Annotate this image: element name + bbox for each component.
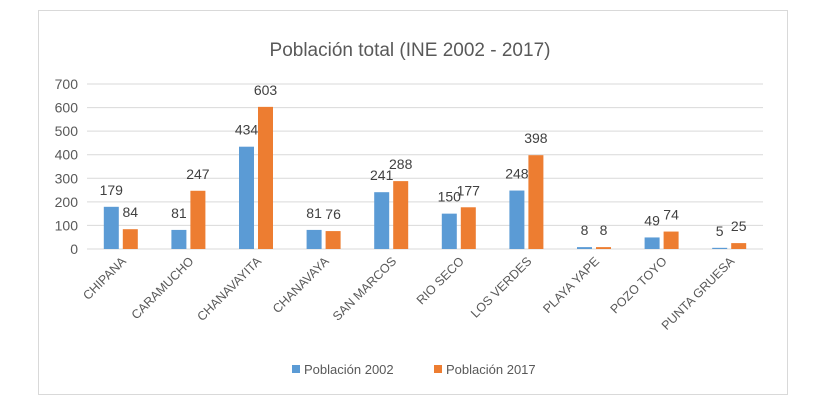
data-label: 179: [100, 182, 124, 198]
bar: [171, 229, 187, 249]
data-label: 241: [370, 167, 394, 183]
y-tick-label: 100: [55, 217, 79, 233]
bar: [374, 192, 390, 249]
legend-label: Población 2017: [446, 362, 536, 377]
bar: [509, 190, 525, 249]
bar: [644, 237, 660, 249]
y-tick-label: 300: [55, 170, 79, 186]
data-label: 8: [600, 222, 608, 238]
data-label: 150: [438, 189, 462, 205]
x-tick-label: CARAMUCHO: [129, 254, 197, 322]
data-label: 288: [389, 156, 413, 172]
chart-frame: [38, 10, 788, 395]
data-label: 398: [524, 130, 548, 146]
data-label: 81: [306, 205, 322, 221]
y-tick-label: 500: [55, 123, 79, 139]
bar: [325, 231, 341, 249]
bar: [306, 229, 322, 249]
legend-swatch: [434, 365, 442, 373]
bar: [712, 247, 728, 249]
y-tick-label: 0: [70, 241, 78, 257]
bar: [122, 229, 138, 249]
legend-label: Población 2002: [304, 362, 394, 377]
bar: [460, 207, 476, 249]
x-tick-label: SAN MARCOS: [330, 254, 399, 323]
y-tick-label: 600: [55, 100, 79, 116]
x-tick-label: POZO TOYO: [608, 254, 670, 316]
x-tick-label: CHANAVAYITA: [194, 254, 264, 324]
data-label: 49: [644, 212, 660, 228]
legend: Población 2002 Población 2017: [292, 362, 536, 377]
bar: [103, 206, 119, 249]
data-label: 84: [123, 204, 139, 220]
bar: [239, 146, 254, 249]
data-label: 247: [186, 166, 210, 182]
x-tick-label: LOS VERDES: [468, 254, 534, 320]
y-axis: 0 100 200 300 400 500 600 700: [55, 76, 79, 257]
data-label: 74: [663, 207, 679, 223]
bar: [731, 243, 747, 249]
data-label: 76: [325, 206, 341, 222]
data-label: 81: [171, 205, 187, 221]
x-tick-label: CHIPANA: [80, 254, 129, 303]
data-label: 177: [457, 182, 481, 198]
data-label: 25: [731, 218, 747, 234]
y-tick-label: 700: [55, 76, 79, 92]
bar: [393, 181, 409, 249]
data-label: 8: [581, 222, 589, 238]
bar: [190, 190, 206, 249]
x-tick-label: RIO SECO: [414, 254, 467, 307]
y-tick-label: 200: [55, 194, 79, 210]
bars: [103, 106, 747, 249]
data-label: 5: [716, 223, 724, 239]
bar: [258, 106, 273, 249]
x-tick-label: PLAYA YAPE: [540, 254, 602, 316]
bar: [441, 213, 457, 249]
data-label: 434: [235, 122, 259, 138]
bar: [577, 247, 592, 249]
bar: [596, 247, 611, 249]
x-tick-label: PUNTA GRUESA: [659, 254, 738, 333]
x-tick-label: CHANAVAYA: [270, 254, 332, 316]
data-label: 603: [254, 82, 278, 98]
bar: [663, 231, 679, 249]
data-label: 248: [505, 166, 529, 182]
y-tick-label: 400: [55, 147, 79, 163]
legend-swatch: [292, 365, 300, 373]
bar: [528, 155, 544, 249]
chart-title: Población total (INE 2002 - 2017): [270, 40, 551, 61]
